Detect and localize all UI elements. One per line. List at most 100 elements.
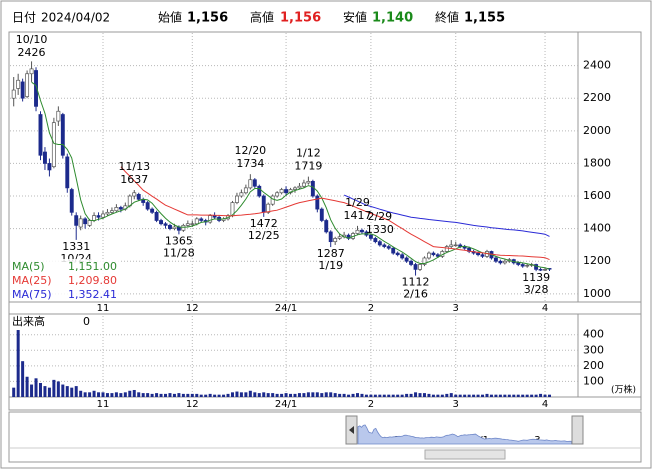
volume-bar	[297, 393, 301, 397]
scrollbar-thumb[interactable]	[424, 449, 506, 460]
volume-bar	[235, 391, 239, 397]
legend-value: 1,151.00	[68, 260, 117, 273]
candle-body	[252, 179, 257, 187]
volume-bar	[400, 394, 404, 397]
annotation-value: 1472	[250, 217, 278, 230]
volume-bar	[530, 394, 534, 397]
candle-body	[101, 213, 105, 218]
volume-bar	[65, 386, 69, 397]
high: 1,156	[280, 11, 321, 26]
candle-body	[154, 211, 159, 221]
close: 1,155	[464, 11, 505, 26]
ma-line	[31, 81, 550, 270]
y-tick-label: 100	[583, 374, 604, 387]
volume-bar	[226, 393, 230, 397]
candle-body	[368, 234, 373, 239]
volume-bar	[369, 394, 373, 397]
volume-bar	[146, 393, 150, 397]
volume-bar	[47, 387, 51, 397]
candle-body	[279, 189, 284, 194]
candle-body	[261, 195, 266, 213]
y-tick-label: 2400	[583, 59, 611, 72]
date: 2024/04/02	[41, 11, 110, 25]
candle-body	[78, 218, 83, 228]
y-tick-label: 1200	[583, 254, 611, 267]
volume-bar	[351, 393, 355, 397]
open: 1,156	[187, 11, 228, 26]
volume-bar	[472, 394, 476, 397]
candle-body	[194, 218, 199, 225]
candle-body	[337, 236, 342, 239]
candle-body	[257, 185, 262, 197]
legend-value: 1,209.80	[68, 274, 117, 287]
volume-bar	[436, 394, 440, 397]
candle-body	[493, 257, 498, 262]
plot: 1000120014001600180020002200240010020030…	[10, 33, 636, 446]
candle-body	[11, 89, 16, 99]
volume-bar	[507, 394, 511, 397]
annotation-date: 11/28	[163, 246, 195, 259]
candle-body	[382, 244, 387, 247]
volume-bar	[440, 394, 444, 397]
y-tick-label: 1000	[583, 287, 611, 300]
volume-bar	[195, 393, 199, 397]
annotation-value: 1330	[366, 223, 394, 236]
candle-body	[520, 264, 525, 267]
volume-bar	[213, 394, 217, 397]
candle-body	[83, 218, 88, 225]
y-tick-label: 200	[583, 359, 604, 372]
volume-bar	[43, 386, 47, 397]
volume-bar	[38, 382, 42, 397]
volume-bar	[458, 394, 462, 397]
volume-bar	[396, 394, 400, 397]
candle-body	[377, 241, 382, 246]
candle-body	[56, 110, 61, 122]
volume-bar	[217, 394, 221, 397]
volume-bar	[61, 384, 65, 397]
candle-body	[47, 163, 52, 171]
candle-body	[266, 203, 271, 213]
volume-bar	[364, 394, 368, 397]
volume-bar	[378, 394, 382, 397]
navigator[interactable]	[8, 411, 642, 463]
candle-body	[109, 210, 114, 213]
volume-bar	[481, 394, 485, 397]
low: 1,140	[372, 11, 413, 26]
volume-bar	[230, 392, 234, 397]
volume-bar	[409, 393, 413, 397]
volume-bar	[181, 393, 185, 397]
volume-bar	[248, 390, 252, 397]
candle-body	[360, 229, 364, 233]
annotation-date: 12/20	[234, 144, 266, 157]
volume-bar	[422, 393, 426, 397]
volume-bar	[141, 393, 145, 397]
ma-line	[120, 166, 550, 261]
volume-bar	[119, 393, 123, 397]
annotation-date: 1/12	[296, 147, 321, 160]
candle-body	[498, 260, 503, 264]
candle-body	[418, 264, 422, 270]
volume-bar	[467, 394, 471, 397]
volume-bar	[97, 392, 101, 397]
candle-body	[29, 68, 34, 75]
volume-bar	[25, 376, 29, 397]
candle-body	[51, 122, 56, 168]
volume-bar	[414, 392, 418, 397]
volume-bar	[373, 394, 377, 397]
volume-bar	[271, 393, 275, 397]
candle-body	[525, 264, 530, 267]
candle-body	[185, 223, 190, 226]
navigator-handle-right[interactable]	[571, 415, 584, 445]
volume-bar	[56, 381, 60, 397]
candle-body	[404, 257, 409, 262]
volume-bar	[132, 389, 136, 397]
volume-bar	[302, 393, 306, 397]
volume-bar	[315, 392, 319, 397]
volume-bar	[16, 330, 20, 397]
annotation-value: 1719	[294, 160, 322, 173]
candle-body	[480, 254, 485, 257]
candle-body	[444, 246, 449, 252]
volume-bar	[324, 392, 328, 397]
candle-body	[163, 223, 168, 226]
